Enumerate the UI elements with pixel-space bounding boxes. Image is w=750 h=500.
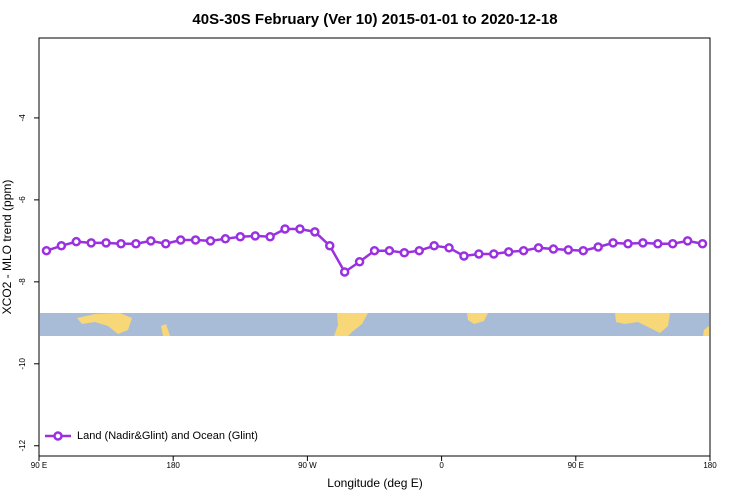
land xyxy=(334,313,368,336)
point xyxy=(593,242,603,252)
point xyxy=(503,247,514,257)
point xyxy=(563,245,574,255)
point xyxy=(160,238,171,249)
point xyxy=(682,236,693,246)
point xyxy=(354,257,365,267)
point xyxy=(489,249,499,259)
point xyxy=(369,245,380,256)
point xyxy=(235,232,246,242)
x-axis-label: Longitude (deg E) xyxy=(327,476,422,490)
point xyxy=(653,238,663,249)
point xyxy=(146,236,156,246)
point xyxy=(250,231,260,241)
x-tick-label: 90 E xyxy=(568,461,584,470)
point xyxy=(429,241,439,251)
point xyxy=(131,238,141,249)
x-tick-label: 90 E xyxy=(31,461,47,470)
land xyxy=(77,313,132,334)
point xyxy=(101,238,111,248)
y-axis-label: XCO2 - MLO trend (ppm) xyxy=(0,180,14,315)
point xyxy=(697,238,708,249)
land xyxy=(615,313,670,333)
chart-title: 40S-30S February (Ver 10) 2015-01-01 to … xyxy=(192,11,557,28)
point xyxy=(623,238,633,249)
x-tick-label: 0 xyxy=(439,461,444,470)
point xyxy=(220,234,231,244)
point xyxy=(518,245,529,256)
point xyxy=(474,249,484,259)
point xyxy=(56,241,67,251)
point xyxy=(310,227,320,237)
land xyxy=(467,313,488,324)
point xyxy=(205,236,216,246)
y-tick-label: -4 xyxy=(18,114,27,122)
y-tick-label: -12 xyxy=(18,439,27,451)
point xyxy=(86,238,96,248)
point xyxy=(548,244,559,254)
point xyxy=(116,238,126,249)
land xyxy=(703,326,709,336)
y-tick-label: -6 xyxy=(18,196,27,204)
point xyxy=(399,247,410,258)
point xyxy=(459,251,469,261)
plot-frame xyxy=(38,37,711,457)
y-tick-label: -10 xyxy=(18,357,27,369)
y-tick-label: -8 xyxy=(18,278,27,286)
legend-label: Land (Nadir&Glint) and Ocean (Glint) xyxy=(77,430,258,442)
point xyxy=(265,232,275,242)
x-tick-label: 180 xyxy=(167,461,181,470)
point xyxy=(71,236,82,247)
legend-marker xyxy=(53,431,63,441)
point xyxy=(384,245,395,256)
point xyxy=(608,238,618,248)
point xyxy=(295,224,305,234)
point xyxy=(280,224,290,234)
x-tick-label: 180 xyxy=(703,461,717,470)
land xyxy=(161,324,170,336)
point xyxy=(667,238,678,249)
point xyxy=(339,267,350,277)
point xyxy=(533,243,544,253)
point xyxy=(578,245,589,256)
map-strip xyxy=(40,313,709,336)
point xyxy=(414,245,424,256)
point xyxy=(41,245,52,256)
ocean xyxy=(40,313,709,336)
point xyxy=(638,238,648,248)
point xyxy=(325,241,335,251)
point xyxy=(190,235,201,245)
point xyxy=(175,235,186,245)
x-tick-label: 90 W xyxy=(298,461,317,470)
point xyxy=(444,243,454,253)
